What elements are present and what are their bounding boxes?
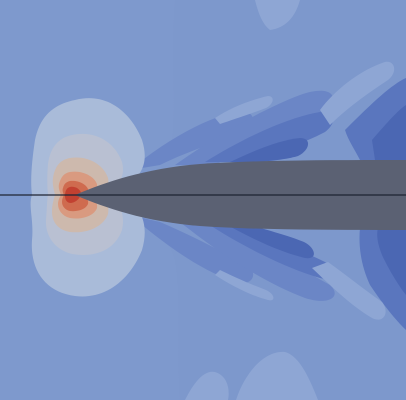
upper-wave-band-3 [205,111,334,162]
upper-pale-streak-2 [215,96,273,124]
lower-wave-band-3 [205,222,334,279]
lower-light-region [185,371,229,400]
upper-wave-band-4 [230,138,309,163]
lower-wave-band-4 [222,222,314,259]
lower-pale-streak-1 [312,262,386,320]
upper-light-region [255,0,300,30]
upper-wave-band-6 [372,105,406,160]
lower-wave-band-1 [130,215,254,284]
upper-pale-streak-1 [320,61,395,125]
lower-wave-band-2 [180,222,335,301]
lower-pale-streak-2 [215,270,274,301]
upper-wave-band-2 [175,90,334,165]
upper-wave-band-1 [130,111,254,170]
lower-right-light-region [236,351,318,400]
lower-wave-band-6 [377,228,406,295]
